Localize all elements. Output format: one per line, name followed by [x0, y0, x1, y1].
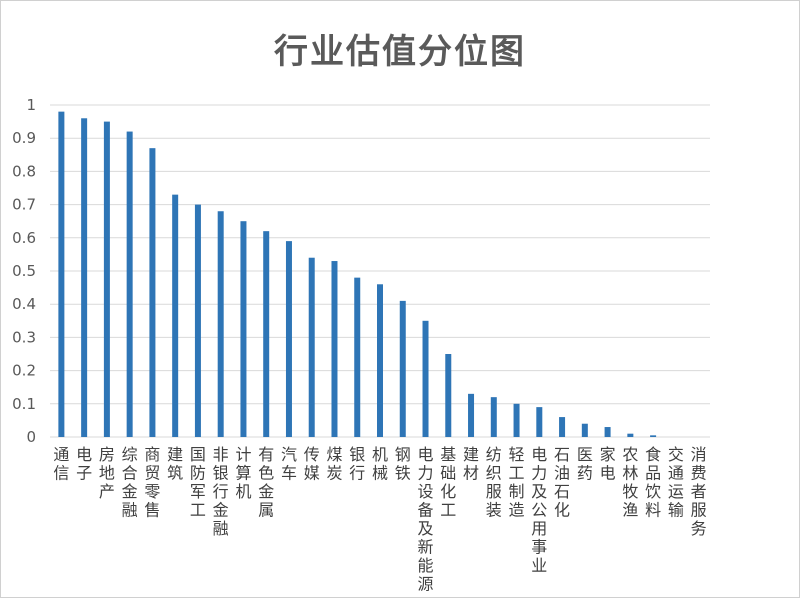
x-category-label: 机械	[372, 445, 388, 483]
y-tick-label: 0.6	[12, 229, 36, 247]
bar-9	[263, 231, 270, 437]
x-category-label: 汽车	[281, 445, 297, 483]
x-category-label: 纺织服装	[486, 445, 502, 520]
x-category-label: 医药	[577, 445, 593, 483]
y-tick-label: 0	[26, 428, 36, 446]
bar-18	[468, 393, 475, 437]
gridlines	[50, 104, 710, 438]
bar-3	[126, 131, 133, 437]
x-category-label: 钢铁	[395, 445, 411, 483]
x-category-label: 有色金属	[258, 445, 274, 520]
bar-19	[490, 397, 497, 437]
y-tick-label: 0.8	[12, 162, 36, 180]
y-axis-ticks: 0 0.1 0.2 0.3 0.4 0.5 0.6 0.7 0.8 0.9 1	[12, 96, 36, 446]
x-category-label: 国防军工	[190, 445, 206, 520]
x-category-label: 煤炭	[326, 445, 342, 483]
chart-title: 行业估值分位图	[274, 32, 526, 72]
bar-5	[172, 194, 179, 437]
x-category-label: 农林牧渔	[622, 445, 638, 520]
x-category-label: 综合金融	[122, 445, 138, 520]
x-category-label: 房地产	[99, 445, 115, 501]
bar-11	[308, 257, 315, 437]
bar-24	[604, 427, 611, 437]
bar-15	[399, 300, 406, 437]
x-category-label: 商贸零售	[144, 445, 160, 520]
bar-21	[536, 407, 543, 437]
y-tick-label: 0.2	[12, 362, 36, 380]
bar-26	[650, 435, 657, 437]
x-category-label: 家电	[600, 445, 616, 483]
x-category-label: 交通运输	[668, 445, 684, 520]
bar-14	[377, 284, 383, 437]
x-category-label: 建筑	[167, 445, 183, 483]
bar-13	[354, 277, 361, 437]
bar-25	[627, 433, 634, 437]
x-category-label: 电子	[76, 445, 92, 483]
bar-4	[149, 148, 156, 437]
bar-23	[581, 423, 588, 437]
y-tick-label: 0.7	[12, 196, 36, 214]
bar-8	[240, 221, 247, 437]
y-tick-label: 0.1	[12, 395, 36, 413]
x-category-label: 非银行金融	[213, 445, 229, 538]
y-tick-label: 0.9	[12, 129, 36, 147]
x-category-label: 计算机	[235, 445, 251, 501]
x-category-label: 石油石化	[554, 445, 570, 520]
y-tick-label: 0.5	[12, 262, 36, 280]
x-category-label: 通信	[53, 445, 69, 483]
bar-10	[285, 241, 292, 437]
bar-0	[58, 111, 65, 437]
x-category-label: 基础化工	[440, 445, 456, 520]
bar-17	[445, 354, 452, 437]
x-category-label: 电力设备及新能源	[418, 445, 434, 594]
y-tick-label: 0.3	[12, 328, 36, 346]
bar-22	[559, 417, 566, 437]
bars	[58, 111, 657, 437]
x-category-label: 传媒	[304, 445, 320, 483]
bar-16	[422, 320, 429, 437]
x-axis-labels: 通信电子房地产综合金融商贸零售建筑国防军工非银行金融计算机有色金属汽车传媒煤炭银…	[53, 445, 706, 594]
bar-12	[331, 261, 338, 437]
x-category-label: 消费者服务	[691, 445, 707, 538]
bar-7	[217, 211, 224, 437]
x-category-label: 建材	[463, 445, 479, 483]
bar-1	[81, 118, 88, 437]
x-category-label: 食品饮料	[645, 445, 661, 520]
y-tick-label: 0.4	[12, 295, 36, 313]
x-category-label: 电力及公用事业	[531, 445, 547, 575]
y-tick-label: 1	[26, 96, 36, 114]
bar-2	[103, 121, 110, 437]
x-category-label: 银行	[349, 445, 365, 483]
bar-20	[513, 403, 520, 437]
bar-6	[194, 204, 201, 437]
x-category-label: 轻工制造	[509, 445, 525, 520]
